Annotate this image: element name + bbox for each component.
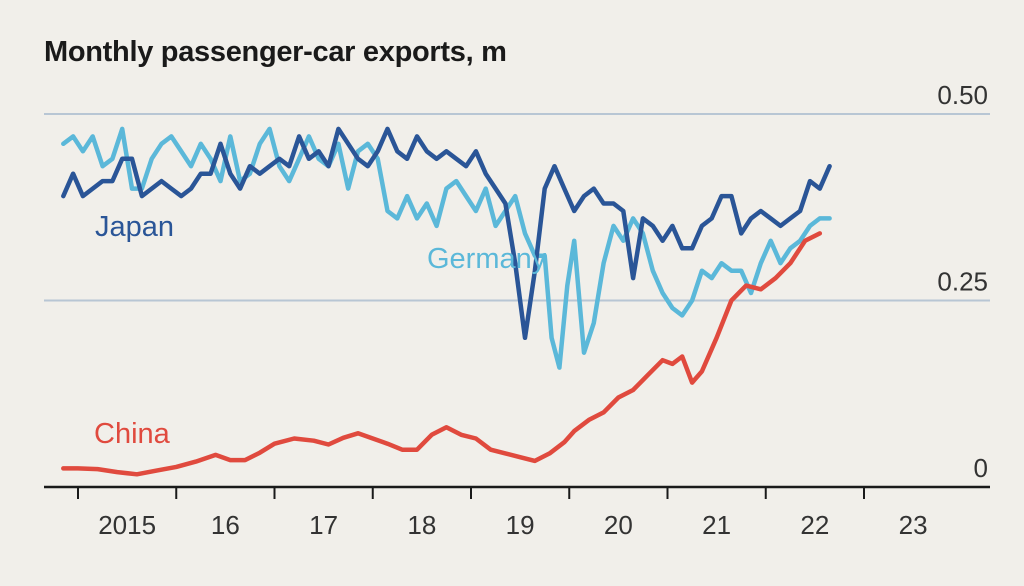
series-line-germany [61, 126, 832, 370]
axis-layer [44, 485, 990, 499]
x-tick-label: 16 [211, 510, 240, 540]
x-tick-label: 2015 [98, 510, 156, 540]
grid-layer [44, 113, 990, 302]
series-label-japan: Japan [95, 211, 174, 243]
x-tick-label: 17 [309, 510, 338, 540]
series-line-japan [61, 126, 832, 341]
series-layer [61, 126, 832, 477]
series-line-china [61, 231, 823, 477]
series-label-china: China [94, 418, 171, 450]
chart-title: Monthly passenger-car exports, m [44, 36, 507, 68]
y-tick-label: 0 [974, 453, 988, 483]
series-label-germany: Germany [427, 243, 547, 275]
x-tick-label: 18 [407, 510, 436, 540]
x-tick-label: 21 [702, 510, 731, 540]
y-tick-label: 0.50 [937, 80, 988, 110]
x-tick-label: 20 [604, 510, 633, 540]
y-tick-label: 0.25 [937, 267, 988, 297]
x-tick-label: 22 [800, 510, 829, 540]
x-tick-label: 19 [506, 510, 535, 540]
label-layer: 0 0.25 0.50 2015 16 17 18 19 20 21 22 23 Germany Japa… [94, 80, 988, 540]
x-tick-label: 23 [899, 510, 928, 540]
